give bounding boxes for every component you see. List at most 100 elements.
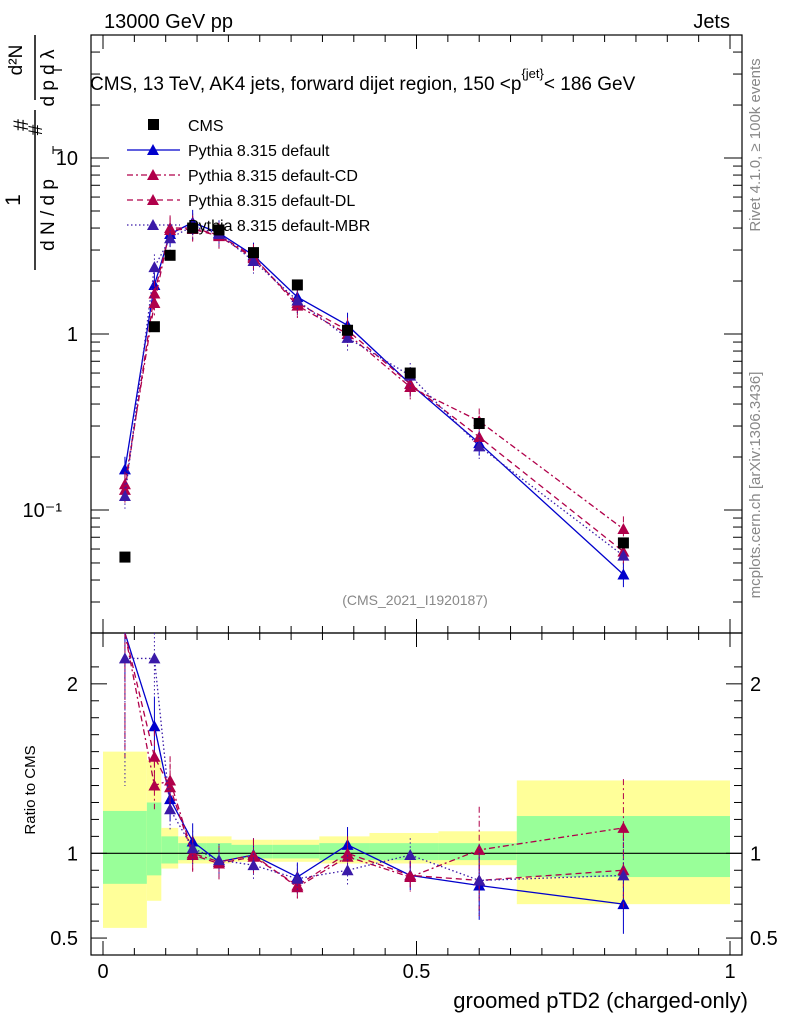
legend-entry: Pythia 8.315 default-CD <box>127 168 358 185</box>
y-tick-label: 10⁻¹ <box>23 500 63 522</box>
series-point <box>118 490 131 502</box>
ratio-point <box>164 803 177 815</box>
legend-label: Pythia 8.315 default <box>188 143 330 160</box>
ratio-point <box>148 652 161 664</box>
cms-point <box>164 249 176 261</box>
ratio-point <box>473 874 486 886</box>
legend-marker <box>148 119 159 130</box>
legend-marker <box>147 169 159 180</box>
svg-text:T: T <box>49 145 65 154</box>
cms-point <box>148 321 160 333</box>
series-line <box>124 221 624 575</box>
ratio-point <box>247 859 260 871</box>
ratio-frame <box>90 632 743 956</box>
cms-data <box>119 222 629 563</box>
series-point <box>148 261 161 273</box>
series-1 <box>118 215 630 542</box>
inner-uncertainty-band <box>272 844 320 859</box>
series-line <box>124 228 624 553</box>
series-point <box>617 522 630 534</box>
series-2 <box>118 216 630 565</box>
ratio-y-label: Ratio to CMS <box>22 745 39 834</box>
header-right: Jets <box>693 11 730 33</box>
legend-marker <box>147 194 159 205</box>
ratio-plot-panel: 0 0.5 1 0.5 0.5 1 1 2 2 <box>50 632 778 983</box>
cms-point <box>187 222 199 234</box>
series-point <box>617 549 630 561</box>
ratio-series-3 <box>118 633 630 917</box>
ratio-point <box>291 872 304 884</box>
x-axis-label: groomed pTD2 (charged-only) <box>453 988 748 1013</box>
legend-entry: Pythia 8.315 default-DL <box>127 193 355 210</box>
cms-point <box>119 551 131 563</box>
svg-text:d N / d p: d N / d p <box>38 179 59 251</box>
legend-label: Pythia 8.315 default-DL <box>188 193 355 210</box>
cms-point <box>247 247 259 259</box>
legend-label: Pythia 8.315 default-MBR <box>188 218 370 235</box>
ratio-tick-label: 0.5 <box>50 928 78 950</box>
svg-text:1: 1 <box>2 194 25 206</box>
series-point <box>473 440 486 452</box>
svg-text:d²N: d²N <box>6 45 27 76</box>
inner-uncertainty-band <box>146 802 162 876</box>
cms-point <box>617 537 629 549</box>
series-point <box>291 294 304 306</box>
legend-marker <box>147 219 159 230</box>
ratio-point <box>164 774 177 786</box>
analysis-id: (CMS_2021_I1920187) <box>342 592 488 608</box>
legend-marker <box>147 144 159 155</box>
ratio-tick-label: 2 <box>67 674 78 696</box>
series-point <box>617 568 630 580</box>
y-tick-label: 1 <box>67 324 78 346</box>
series-point <box>341 331 354 343</box>
inner-uncertainty-band <box>369 843 439 861</box>
series-0 <box>118 209 630 588</box>
cms-point <box>342 324 354 336</box>
cms-point <box>213 224 225 236</box>
legend-entry: Pythia 8.315 default <box>127 143 330 160</box>
legend-entry: Pythia 8.315 default-MBR <box>127 218 370 235</box>
series-point <box>164 232 177 244</box>
ratio-point <box>148 750 161 762</box>
series-point <box>148 287 161 299</box>
series-line <box>124 227 624 530</box>
cms-point <box>404 367 416 379</box>
plot-title: CMS, 13 TeV, AK4 jets, forward dijet reg… <box>90 66 636 95</box>
legend-entry: CMS <box>148 118 224 135</box>
series-point <box>473 430 486 442</box>
ratio-point <box>186 842 199 854</box>
ratio-point <box>404 849 417 861</box>
legend-label: Pythia 8.315 default-CD <box>188 168 358 185</box>
series-point <box>164 223 177 235</box>
ratio-point <box>118 652 131 664</box>
ratio-point <box>617 821 630 833</box>
ratio-tick-label-right: 2 <box>750 674 761 696</box>
ratio-point <box>148 779 161 791</box>
series-3 <box>118 213 630 569</box>
ratio-point <box>212 854 225 866</box>
cms-point <box>473 418 485 430</box>
inner-uncertainty-band <box>231 844 273 859</box>
series-point <box>118 483 131 495</box>
ratio-point <box>404 869 417 881</box>
inner-uncertainty-band <box>161 836 179 864</box>
ratio-point <box>247 850 260 862</box>
ratio-point <box>341 864 354 876</box>
header-left: 13000 GeV pp <box>104 11 233 33</box>
ratio-point <box>341 847 354 859</box>
inner-uncertainty-band <box>319 843 370 861</box>
inner-uncertainty-band <box>103 810 147 884</box>
rivet-label: Rivet 4.1.0, ≥ 100k events <box>747 58 764 231</box>
ratio-point <box>148 720 161 732</box>
ratio-point <box>164 781 177 793</box>
y-axis-label: # 1 d N / d p T d²N d p d λ T # <box>2 35 65 270</box>
x-tick-label: 0.5 <box>403 961 431 983</box>
ratio-point <box>186 849 199 861</box>
svg-text:T: T <box>49 65 65 74</box>
svg-text:#: # <box>26 124 47 135</box>
ratio-tick-label-right: 1 <box>750 843 761 865</box>
ratio-tick-label: 1 <box>67 843 78 865</box>
x-tick-label: 0 <box>97 961 108 983</box>
y-tick-label: 10 <box>56 148 78 170</box>
